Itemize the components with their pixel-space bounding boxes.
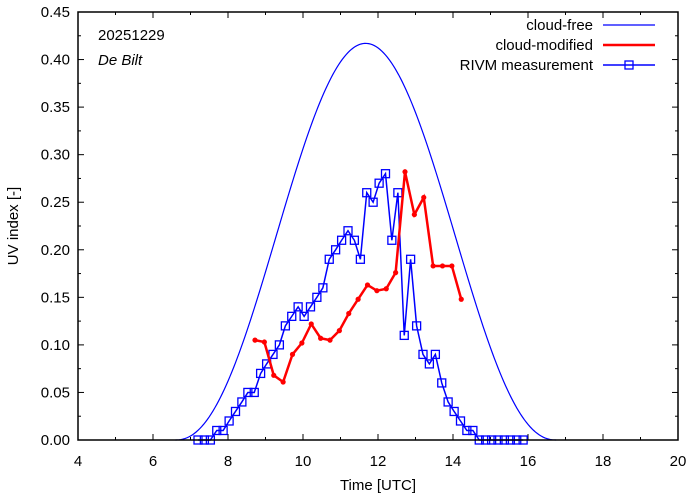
cloud-modified-point — [355, 296, 361, 302]
rivm-measurement-point — [380, 169, 391, 179]
cloud-modified-point — [411, 211, 417, 218]
rivm-measurement-point — [443, 397, 453, 407]
legend-label-cloud-free: cloud-free — [526, 17, 593, 34]
rivm-measurement-point — [399, 330, 409, 341]
legend-label-cloud-modified: cloud-modified — [495, 37, 593, 54]
x-tick-label: 6 — [149, 453, 157, 470]
y-tick-label: 0.00 — [41, 432, 70, 449]
cloud-modified-point — [458, 296, 464, 302]
y-tick-label: 0.45 — [41, 4, 70, 21]
rivm-measurement-point — [387, 235, 397, 245]
cloud-modified-point — [402, 169, 408, 175]
rivm-measurement-point — [349, 235, 360, 245]
x-tick-label: 12 — [370, 453, 387, 470]
rivm-measurement-point — [424, 359, 435, 369]
rivm-measurement-point — [374, 178, 384, 188]
rivm-measurement-point — [324, 254, 334, 264]
rivm-measurement-point — [355, 254, 366, 264]
cloud-modified-point — [271, 372, 277, 378]
cloud-modified-point — [289, 351, 296, 357]
x-tick-label: 8 — [224, 453, 232, 470]
cloud-modified-point — [346, 310, 352, 317]
x-axis-title: Time [UTC] — [340, 477, 416, 494]
rivm-measurement-point — [249, 387, 259, 398]
cloud-modified-point — [280, 379, 286, 385]
legend-marker-rivm-measurement — [624, 60, 634, 70]
rivm-measurement-point — [274, 340, 285, 350]
rivm-measurement-point — [430, 349, 441, 360]
y-tick-label: 0.25 — [41, 194, 70, 211]
y-tick-label: 0.35 — [41, 99, 70, 116]
rivm-measurement-point — [255, 368, 266, 379]
cloud-modified-point — [336, 328, 342, 334]
cloud-modified-point — [449, 263, 455, 269]
cloud-modified-point — [393, 270, 399, 276]
y-tick-label: 0.15 — [41, 289, 70, 306]
rivm-measurement-point — [468, 425, 478, 436]
cloud-modified-point — [430, 263, 436, 269]
legend: cloud-free cloud-modified RIVM measureme… — [460, 17, 655, 74]
cloud-free-line — [175, 42, 557, 441]
cloud-modified-point — [439, 263, 446, 269]
rivm-measurement-point — [237, 397, 247, 407]
rivm-measurement-point — [224, 416, 234, 426]
cloud-modified-point — [308, 321, 314, 327]
rivm-measurement-point — [362, 188, 372, 198]
y-tick-label: 0.05 — [41, 384, 70, 401]
cloud-modified-point — [364, 282, 371, 288]
x-tick-labels: 4 6 8 10 12 14 16 18 20 — [74, 453, 687, 470]
rivm-measurement-point — [343, 226, 353, 236]
plot-area — [175, 42, 557, 445]
rivm-measurement-point — [437, 378, 447, 388]
rivm-measurement-line — [198, 171, 524, 441]
cloud-modified-point — [318, 335, 324, 341]
rivm-measurement-point — [287, 311, 297, 322]
y-tick-label: 0.20 — [41, 242, 70, 259]
y-tick-labels: 0.00 0.05 0.10 0.15 0.20 0.25 0.30 0.35 0.40 0.45 — [41, 4, 70, 449]
y-tick-label: 0.10 — [41, 337, 70, 354]
rivm-measurement-point — [318, 283, 328, 293]
y-tick-label: 0.30 — [41, 147, 70, 164]
rivm-measurement-point — [449, 406, 459, 417]
x-tick-label: 20 — [670, 453, 687, 470]
cloud-modified-point — [327, 337, 333, 343]
cloud-modified-point — [383, 286, 389, 292]
rivm-measurement-point — [368, 197, 378, 207]
legend-label-rivm-measurement: RIVM measurement — [460, 57, 594, 74]
rivm-measurement-point — [218, 425, 228, 436]
rivm-measurement-point — [243, 387, 253, 398]
cloud-modified-point — [252, 337, 258, 343]
x-tick-label: 18 — [595, 453, 612, 470]
rivm-measurement-point — [336, 235, 347, 245]
rivm-measurement-point — [293, 302, 303, 312]
x-tick-label: 14 — [445, 453, 462, 470]
cloud-modified-point — [261, 339, 267, 345]
rivm-measurement-point — [330, 245, 341, 255]
rivm-measurement-point — [230, 406, 241, 417]
rivm-measurement-point — [212, 425, 222, 436]
rivm-measurement-point — [418, 349, 428, 360]
cloud-modified-point — [299, 340, 305, 346]
x-tick-label: 16 — [520, 453, 537, 470]
cloud-modified-point — [421, 194, 427, 201]
rivm-measurement-point — [299, 311, 309, 322]
cloud-modified-point — [374, 288, 380, 294]
rivm-measurement-point — [305, 302, 316, 312]
y-tick-label: 0.40 — [41, 52, 70, 69]
rivm-measurement-point — [405, 254, 416, 264]
x-tick-label: 10 — [295, 453, 312, 470]
location-annotation: De Bilt — [98, 52, 143, 69]
rivm-measurement-point — [280, 321, 291, 331]
rivm-measurement-point — [312, 292, 322, 302]
x-tick-label: 4 — [74, 453, 82, 470]
rivm-measurement-point — [411, 321, 422, 331]
rivm-measurement-point — [455, 416, 466, 426]
plot-frame — [77, 11, 679, 441]
axis-ticks — [77, 11, 679, 441]
date-annotation: 20251229 — [98, 27, 165, 44]
rivm-measurement-point — [462, 425, 472, 436]
y-axis-title: UV index [-] — [5, 187, 22, 265]
